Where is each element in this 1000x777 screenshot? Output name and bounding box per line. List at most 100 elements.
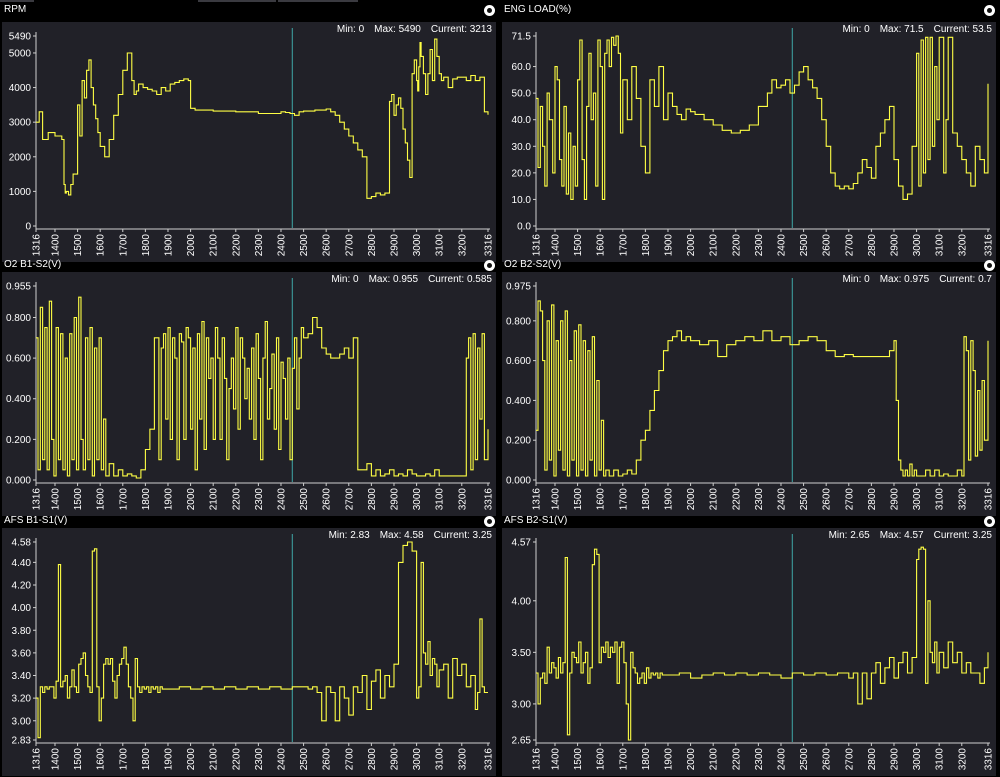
afs-b1-s1-chart-svg: 4.58 4.40 4.20 4.00 3.80 3.60 3.40 3.20 3.00 2.83… — [12, 534, 495, 771]
o2-b2-s2-series-line — [536, 300, 989, 477]
afs-b2-s1-x-tick-label: 1800 — [641, 748, 652, 771]
eng-load-x-tick-label: 2000 — [686, 234, 697, 257]
afs-b1-s1-x-tick-label: 3100 — [435, 748, 446, 771]
o2-b2-s2-y-tick-label: 0.200 — [506, 436, 531, 447]
rpm-options-button[interactable] — [484, 5, 495, 16]
eng-load-x-tick-label: 3316 — [984, 234, 995, 257]
o2-b1-s2-options-button[interactable] — [484, 260, 495, 271]
o2-b1-s2-y-tick-label: 0.000 — [6, 476, 31, 487]
o2-b1-s2-x-tick-label: 3100 — [435, 488, 446, 511]
eng-load-y-tick-label: 71.5 — [512, 32, 532, 43]
eng-load-x-tick-label: 3100 — [935, 234, 946, 257]
afs-b1-s1-y-tick-label: 3.60 — [12, 648, 32, 659]
eng-load-x-tick-label: 2400 — [776, 234, 787, 257]
afs-b1-s1-x-tick-label: 3316 — [484, 748, 495, 771]
top-menu-strip — [198, 0, 276, 2]
eng-load-y-tick-label: 30.0 — [512, 142, 532, 153]
o2-b2-s2-x-tick-label: 2900 — [889, 488, 900, 511]
rpm-x-tick-label: 1500 — [73, 234, 84, 257]
o2-b1-s2-x-tick-label: 2800 — [367, 488, 378, 511]
o2-b1-s2-x-tick-label: 1900 — [163, 488, 174, 511]
o2-b2-s2-y-tick-label: 0.600 — [506, 356, 531, 367]
o2-b2-s2-x-tick-label: 2100 — [709, 488, 720, 511]
afs-b1-s1-x-tick-label: 1700 — [118, 748, 129, 771]
rpm-series-line — [36, 38, 489, 199]
rpm-panel: RPM Min: 0 Max: 5490 Current: 3213 5490 5000 4… — [0, 4, 500, 262]
rpm-stat-min: Min: 0 — [336, 24, 365, 35]
afs-b2-s1-options-button[interactable] — [984, 516, 995, 527]
o2-b2-s2-stats: Min: 0 Max: 0.975 Current: 0.7 — [832, 274, 992, 285]
o2-b2-s2-x-tick-label: 2600 — [822, 488, 833, 511]
o2-b2-s2-y-tick-label: 0.000 — [506, 476, 531, 487]
afs-b1-s1-x-tick-label: 2000 — [186, 748, 197, 771]
afs-b2-s1-plot-area[interactable] — [502, 528, 996, 776]
o2-b2-s2-x-tick-label: 1800 — [641, 488, 652, 511]
afs-b2-s1-y-tick-label: 3.00 — [512, 699, 532, 710]
o2-b2-s2-x-tick-label: 2700 — [844, 488, 855, 511]
rpm-x-tick-label: 2200 — [231, 234, 242, 257]
afs-b1-s1-plot-area[interactable] — [2, 528, 496, 776]
o2-b2-s2-options-button[interactable] — [984, 260, 995, 271]
o2-b1-s2-x-tick-label: 1600 — [96, 488, 107, 511]
o2-b1-s2-y-tick-label: 0.200 — [6, 435, 31, 446]
o2-b1-s2-y-tick-label: 0.800 — [6, 313, 31, 324]
rpm-x-tick-label: 3200 — [457, 234, 468, 257]
o2-b2-s2-x-tick-label: 1500 — [573, 488, 584, 511]
o2-b2-s2-plot-area[interactable] — [502, 272, 996, 516]
afs-b1-s1-x-tick-label: 1800 — [141, 748, 152, 771]
rpm-x-tick-label: 2100 — [209, 234, 220, 257]
o2-b1-s2-x-tick-label: 2300 — [254, 488, 265, 511]
afs-b1-s1-x-tick-label: 2600 — [322, 748, 333, 771]
o2-b1-s2-y-tick-label: 0.600 — [6, 354, 31, 365]
eng-load-stats: Min: 0 Max: 71.5 Current: 53.5 — [832, 24, 992, 35]
o2-b2-s2-x-tick-label: 1600 — [596, 488, 607, 511]
eng-load-x-tick-label: 2500 — [799, 234, 810, 257]
eng-load-x-tick-label: 1700 — [618, 234, 629, 257]
eng-load-y-tick-label: 40.0 — [512, 115, 532, 126]
o2-b2-s2-panel: O2 B2-S2(V) Min: 0 Max: 0.975 Current: 0.7 0… — [500, 259, 1000, 516]
afs-b1-s1-x-tick-label: 2900 — [389, 748, 400, 771]
afs-b2-s1-x-tick-label: 3000 — [912, 748, 923, 771]
eng-load-panel: ENG LOAD(%) Min: 0 Max: 71.5 Current: 53.5 7… — [500, 4, 1000, 262]
o2-b2-s2-y-tick-label: 0.400 — [506, 396, 531, 407]
afs-b2-s1-stat-current: Current: 3.25 — [933, 530, 992, 541]
o2-b2-s2-x-tick-label: 1400 — [550, 488, 561, 511]
eng-load-x-tick-label: 2200 — [731, 234, 742, 257]
rpm-x-tick-label: 2300 — [254, 234, 265, 257]
eng-load-y-tick-label: 20.0 — [512, 168, 532, 179]
o2-b1-s2-x-tick-label: 2400 — [276, 488, 287, 511]
afs-b1-s1-y-tick-label: 3.20 — [12, 694, 32, 705]
afs-b1-s1-x-tick-label: 1900 — [163, 748, 174, 771]
afs-b1-s1-x-tick-label: 3200 — [457, 748, 468, 771]
afs-b2-s1-x-tick-label: 2200 — [731, 748, 742, 771]
afs-b1-s1-y-tick-label: 4.00 — [12, 603, 32, 614]
afs-b2-s1-y-tick-label: 2.65 — [512, 736, 532, 747]
afs-b1-s1-title: AFS B1-S1(V) — [4, 515, 68, 526]
o2-b1-s2-title: O2 B1-S2(V) — [4, 259, 62, 270]
afs-b2-s1-x-tick-label: 2900 — [889, 748, 900, 771]
rpm-x-tick-label: 3000 — [412, 234, 423, 257]
eng-load-plot-area[interactable] — [502, 22, 996, 262]
afs-b1-s1-options-button[interactable] — [484, 516, 495, 527]
rpm-x-tick-label: 2500 — [299, 234, 310, 257]
o2-b1-s2-x-tick-label: 2000 — [186, 488, 197, 511]
rpm-x-tick-label: 2700 — [344, 234, 355, 257]
o2-b2-s2-x-tick-label: 2800 — [867, 488, 878, 511]
rpm-y-tick-label: 5000 — [9, 48, 32, 59]
rpm-plot-area[interactable] — [2, 22, 496, 262]
eng-load-y-tick-label: 0.0 — [517, 222, 531, 233]
afs-b1-s1-x-tick-label: 2100 — [209, 748, 220, 771]
o2-b1-s2-stats: Min: 0 Max: 0.955 Current: 0.585 — [321, 274, 492, 285]
afs-b2-s1-x-tick-label: 3200 — [957, 748, 968, 771]
eng-load-x-tick-label: 1316 — [532, 234, 543, 257]
afs-b2-s1-x-tick-label: 1700 — [618, 748, 629, 771]
o2-b2-s2-x-tick-label: 3000 — [912, 488, 923, 511]
afs-b1-s1-x-tick-label: 2200 — [231, 748, 242, 771]
afs-b1-s1-y-tick-label: 4.40 — [12, 558, 32, 569]
afs-b1-s1-stat-max: Max: 4.58 — [379, 530, 424, 541]
top-menu-strip — [278, 0, 358, 2]
eng-load-x-tick-label: 1500 — [573, 234, 584, 257]
eng-load-options-button[interactable] — [984, 5, 995, 16]
eng-load-y-tick-label: 60.0 — [512, 62, 532, 73]
